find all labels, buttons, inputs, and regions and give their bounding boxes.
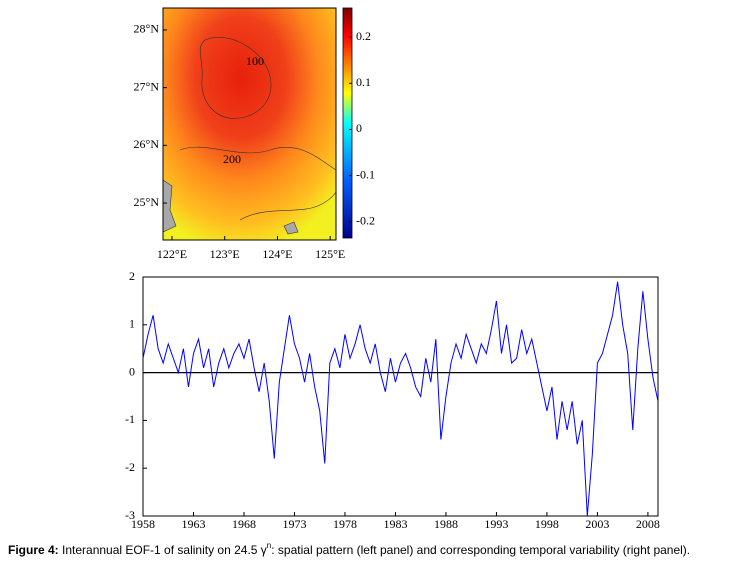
- lon-tick-label: 125°E: [315, 247, 345, 261]
- contour-label: 200: [223, 152, 241, 166]
- contour: [239, 191, 337, 221]
- map-frame: [162, 7, 337, 241]
- y-tick-label: 2: [129, 269, 135, 283]
- caption-label: Figure 4:: [8, 543, 59, 557]
- x-tick-label: 1983: [383, 517, 407, 531]
- x-tick-label: 1958: [131, 517, 155, 531]
- contour: [179, 146, 337, 171]
- lon-tick-label: 123°E: [210, 247, 240, 261]
- map-panel: 100 200 28°N 27°N 26°N 25°N 122°E 123°E 124°E 1…: [134, 7, 375, 261]
- y-tick-label: 1: [129, 317, 135, 331]
- y-tick-label: 0: [129, 364, 135, 378]
- lon-tick-label: 124°E: [262, 247, 292, 261]
- x-tick-label: 1993: [484, 517, 508, 531]
- series-line: [142, 281, 659, 517]
- colorbar-tick-label: -0.1: [356, 167, 375, 181]
- x-tick-label: 1963: [181, 517, 205, 531]
- caption-rest: : spatial pattern (left panel) and corre…: [271, 543, 690, 557]
- plot-frame: [142, 276, 659, 517]
- colorbar-tick-label: 0.1: [356, 75, 371, 89]
- x-tick-label: 2008: [636, 517, 660, 531]
- lat-tick-label: 27°N: [134, 79, 160, 93]
- colorbar-tick-label: 0: [356, 121, 362, 135]
- lat-tick-label: 28°N: [134, 22, 160, 36]
- y-tick-label: -3: [125, 508, 135, 522]
- colorbar-tick-label: 0.2: [356, 29, 371, 43]
- x-tick-label: 2003: [585, 517, 609, 531]
- caption-sup: n: [267, 541, 271, 550]
- colorbar: [342, 7, 353, 239]
- lon-tick-label: 122°E: [157, 247, 187, 261]
- x-tick-label: 1978: [333, 517, 357, 531]
- colorbar-tick-label: -0.2: [356, 214, 375, 228]
- y-tick-label: -1: [125, 412, 135, 426]
- salinity-map: [163, 8, 336, 240]
- x-tick-label: 1973: [282, 517, 306, 531]
- y-tick-label: -2: [125, 460, 135, 474]
- caption-text: Interannual EOF-1 of salinity on 24.5 γ: [59, 543, 267, 557]
- land: [283, 221, 299, 235]
- contour: [199, 37, 272, 119]
- caption: Figure 4: Interannual EOF-1 of salinity …: [8, 541, 690, 557]
- lat-tick-label: 25°N: [134, 195, 160, 209]
- x-tick-label: 1968: [232, 517, 256, 531]
- x-tick-label: 1988: [434, 517, 458, 531]
- x-tick-label: 1998: [535, 517, 559, 531]
- contour-label: 100: [246, 54, 264, 68]
- lat-tick-label: 26°N: [134, 137, 160, 151]
